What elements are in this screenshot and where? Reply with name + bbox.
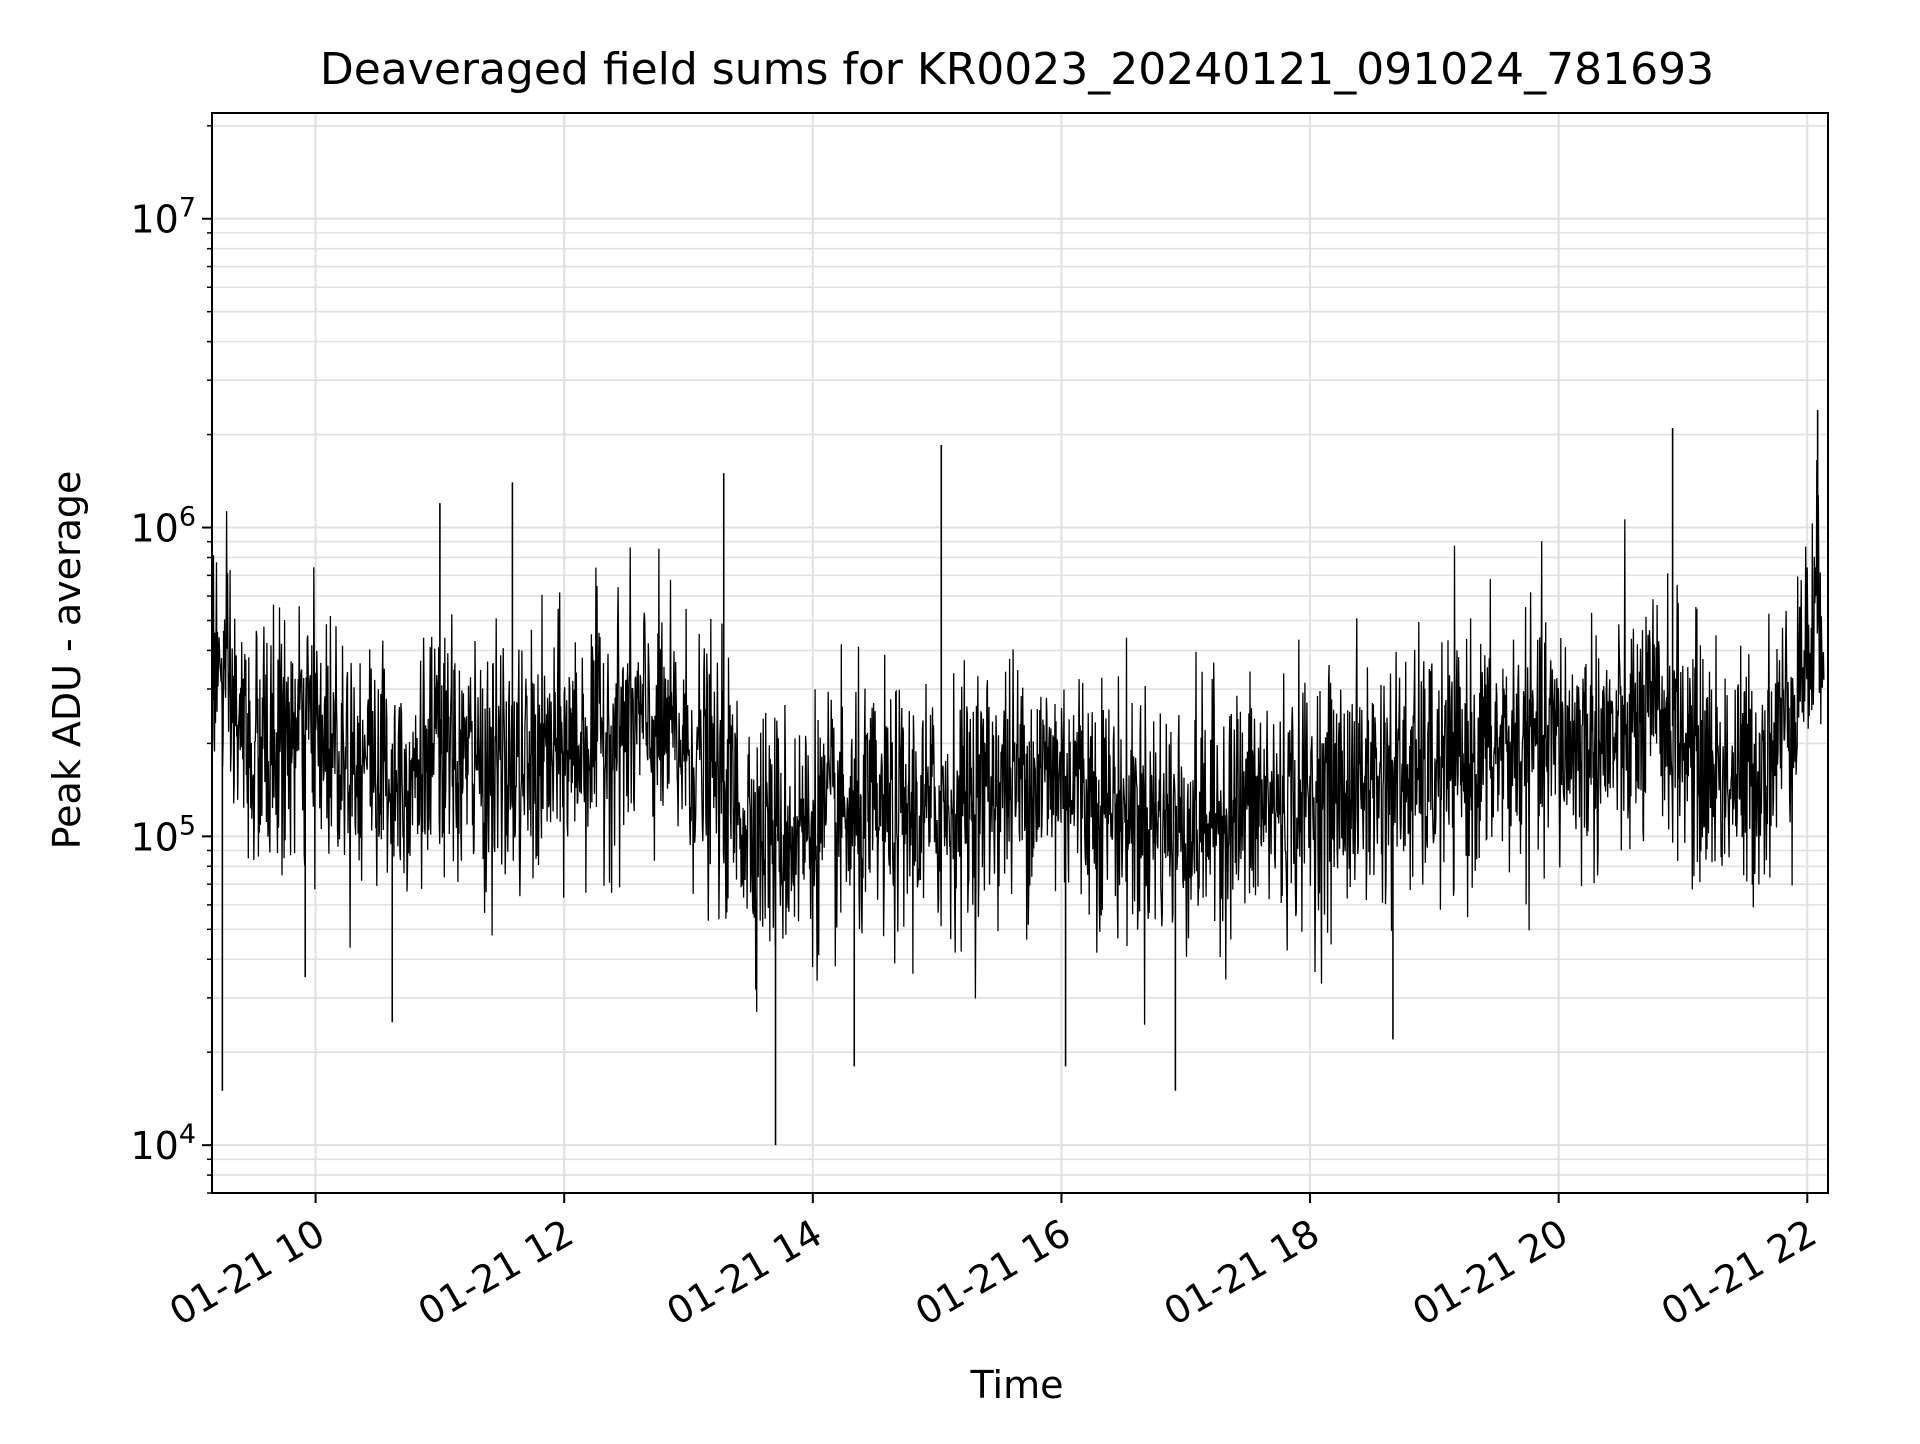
series-line-group — [211, 155, 1829, 1146]
y-axis-label: Peak ADU - average — [45, 471, 89, 850]
y-tick-label: 105 — [130, 810, 196, 859]
plot-frame — [211, 112, 1829, 1194]
y-tick-label: 104 — [130, 1119, 196, 1168]
x-tick-label: 01-21 22 — [1654, 1211, 1824, 1335]
x-tick-label: 01-21 10 — [162, 1211, 332, 1335]
x-tick-label: 01-21 18 — [1157, 1211, 1327, 1335]
grid — [212, 113, 1828, 1194]
x-tick-label: 01-21 14 — [659, 1211, 829, 1335]
chart-title: Deaveraged field sums for KR0023_2024012… — [320, 44, 1714, 95]
y-tick-label: 107 — [130, 193, 196, 242]
x-tick-label: 01-21 16 — [908, 1211, 1078, 1335]
x-tick-label: 01-21 12 — [411, 1211, 581, 1335]
y-tick-label: 106 — [130, 502, 196, 551]
x-axis-label: Time — [970, 1363, 1064, 1407]
series-line — [211, 459, 1825, 1025]
x-tick-label: 01-21 20 — [1405, 1211, 1575, 1335]
